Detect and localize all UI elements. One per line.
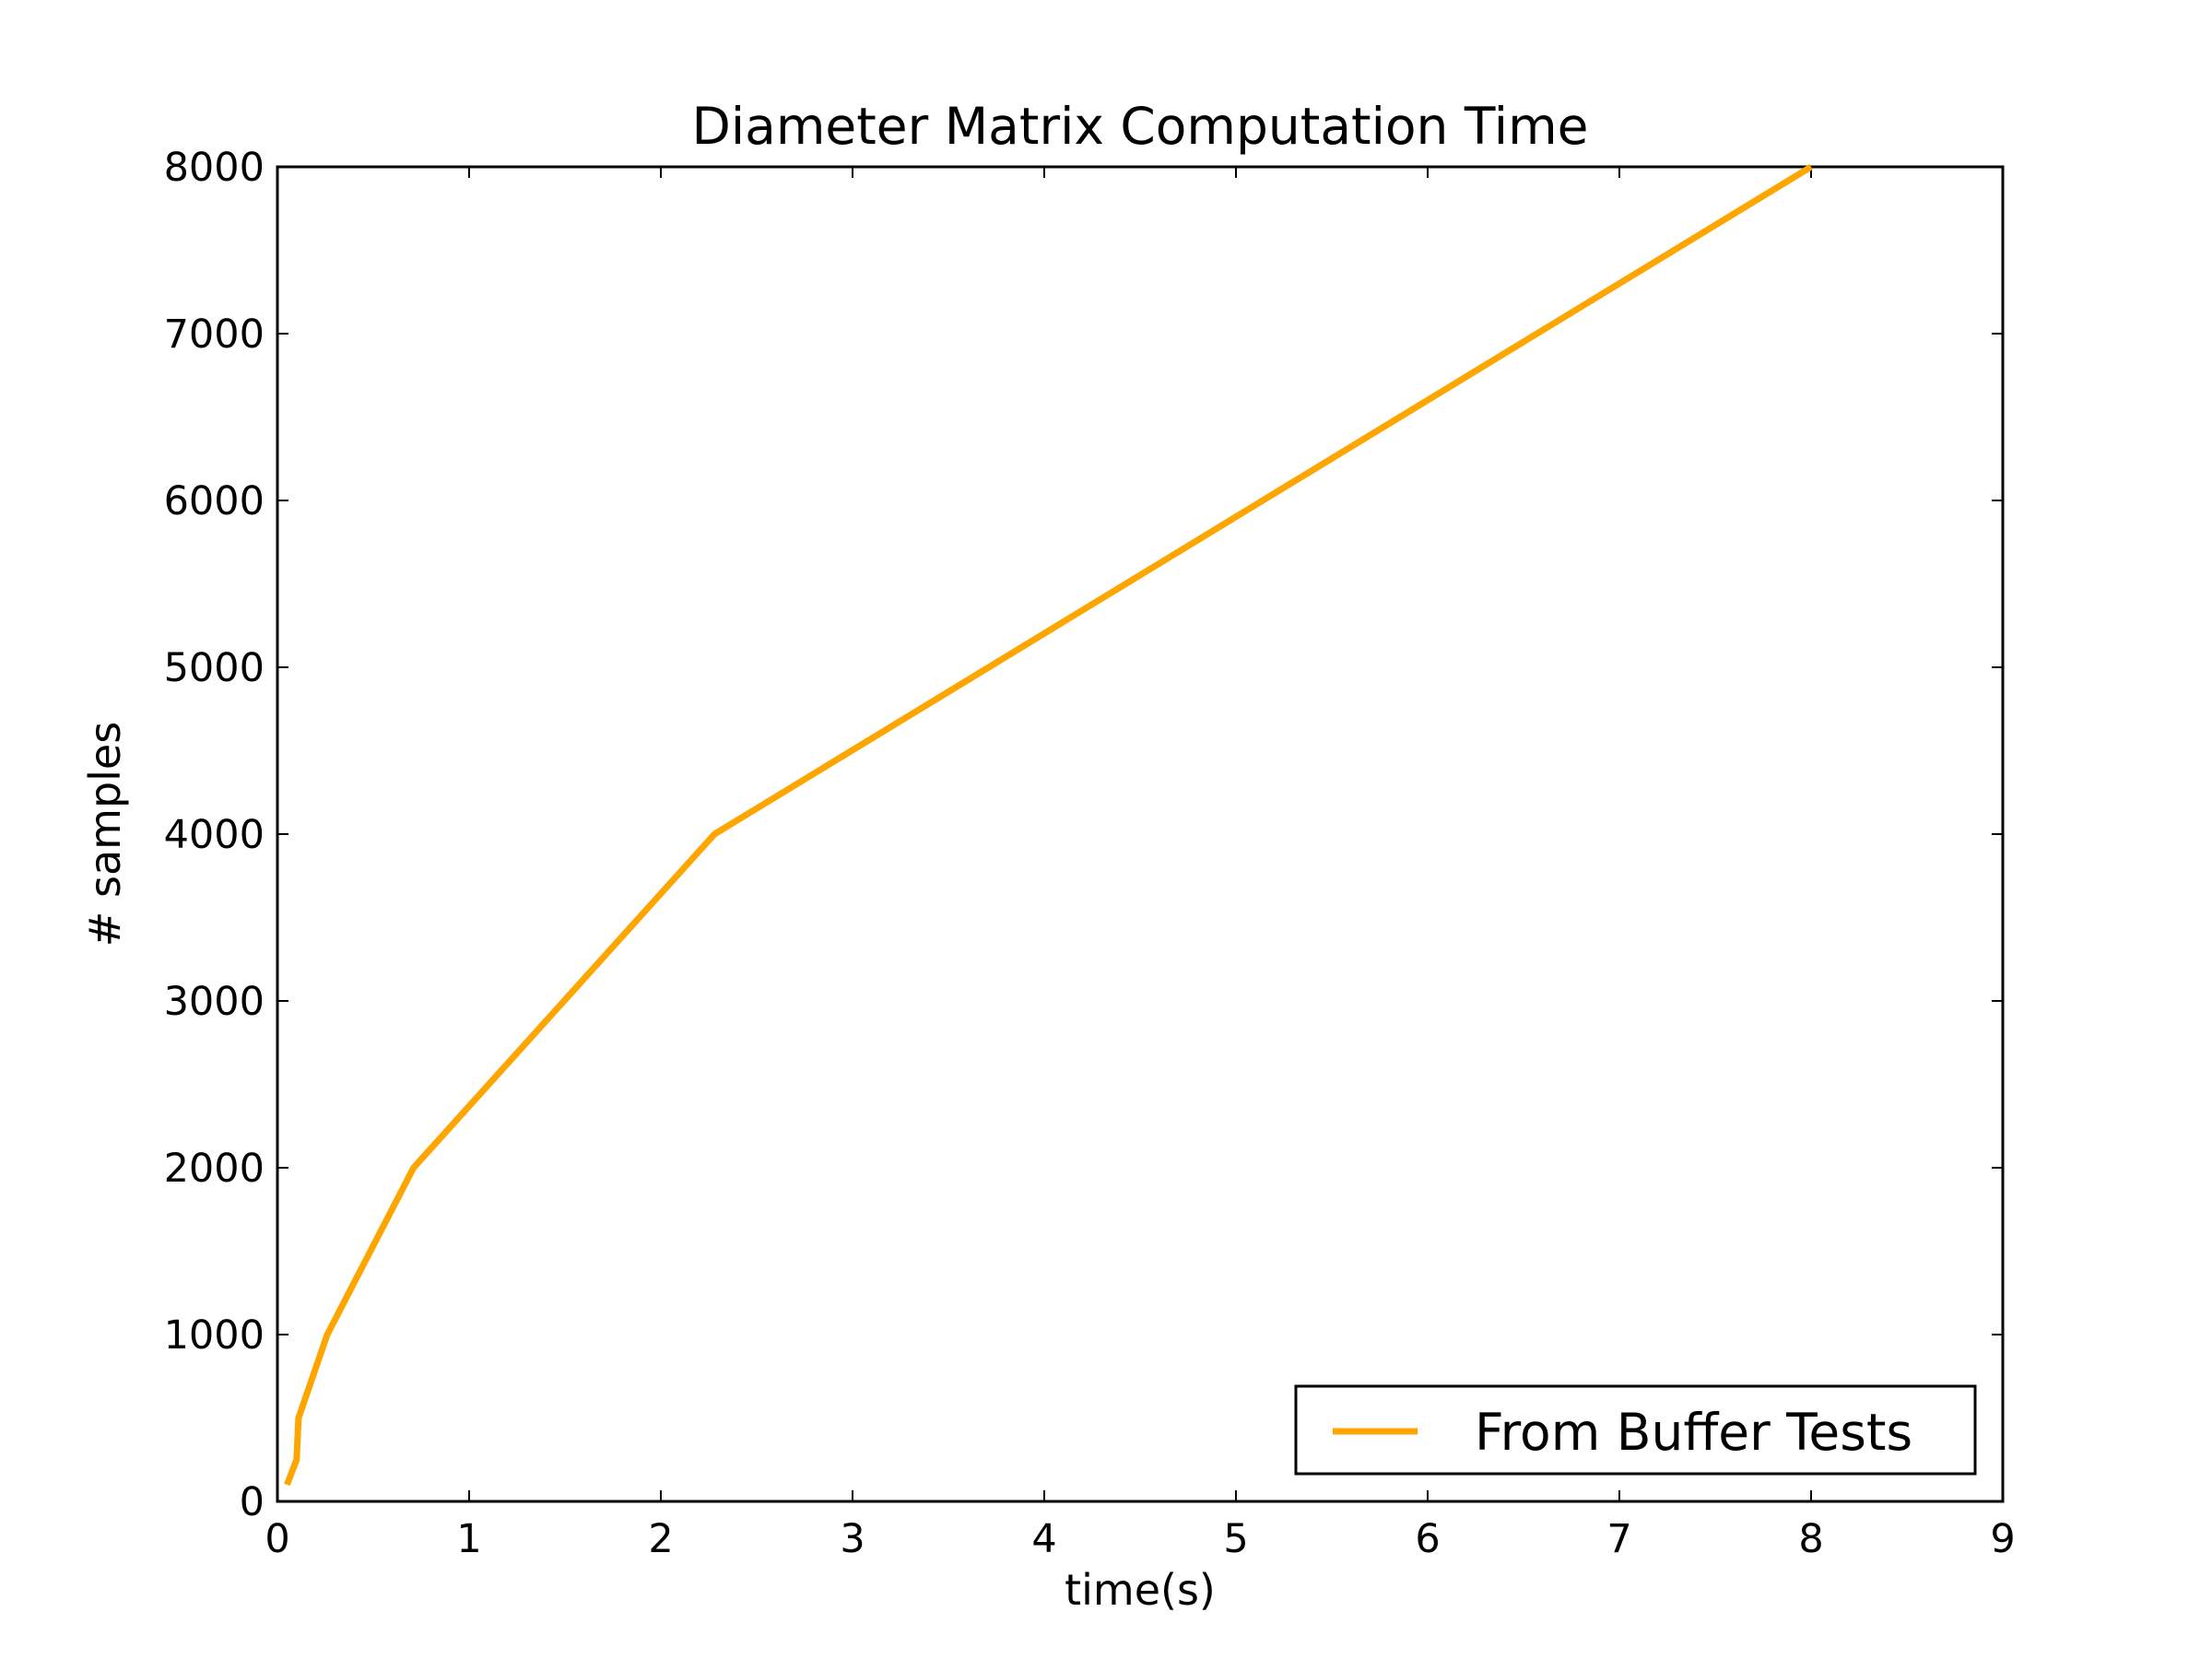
series-layer	[284, 164, 1813, 1487]
y-tick-label: 0	[240, 1479, 265, 1525]
x-tick-label: 4	[1031, 1516, 1056, 1562]
y-tick-label: 2000	[164, 1146, 265, 1192]
y-tick-label: 5000	[164, 645, 265, 691]
x-axis-label: time(s)	[1065, 1565, 1216, 1615]
y-tick-label: 7000	[164, 312, 265, 358]
x-tick-label: 5	[1223, 1516, 1248, 1562]
y-tick-labels: 0 1000 2000 3000 4000 5000 6000 7000 8000	[164, 145, 265, 1525]
x-tick-label: 2	[648, 1516, 673, 1562]
x-tick-label: 9	[1990, 1516, 2015, 1562]
y-tick-label: 8000	[164, 145, 265, 191]
y-tick-label: 4000	[164, 812, 265, 858]
legend-label-from-buffer-tests: From Buffer Tests	[1475, 1403, 1912, 1462]
x-tick-label: 1	[456, 1516, 481, 1562]
x-tick-label: 7	[1606, 1516, 1631, 1562]
x-tick-labels: 0 1 2 3 4 5 6 7 8 9	[265, 1516, 2015, 1562]
chart-title: Diameter Matrix Computation Time	[691, 97, 1588, 156]
y-tick-label: 6000	[164, 478, 265, 524]
legend: From Buffer Tests	[1294, 1384, 1977, 1476]
tick-marks	[276, 166, 2004, 1502]
x-tick-label: 0	[265, 1516, 289, 1562]
x-tick-label: 8	[1798, 1516, 1823, 1562]
x-tick-label: 3	[840, 1516, 865, 1562]
y-tick-label: 3000	[164, 979, 265, 1025]
series-line-from-buffer-tests	[284, 164, 1813, 1487]
y-axis-label: # samples	[80, 722, 130, 947]
x-tick-label: 6	[1415, 1516, 1440, 1562]
y-tick-label: 1000	[164, 1312, 265, 1359]
